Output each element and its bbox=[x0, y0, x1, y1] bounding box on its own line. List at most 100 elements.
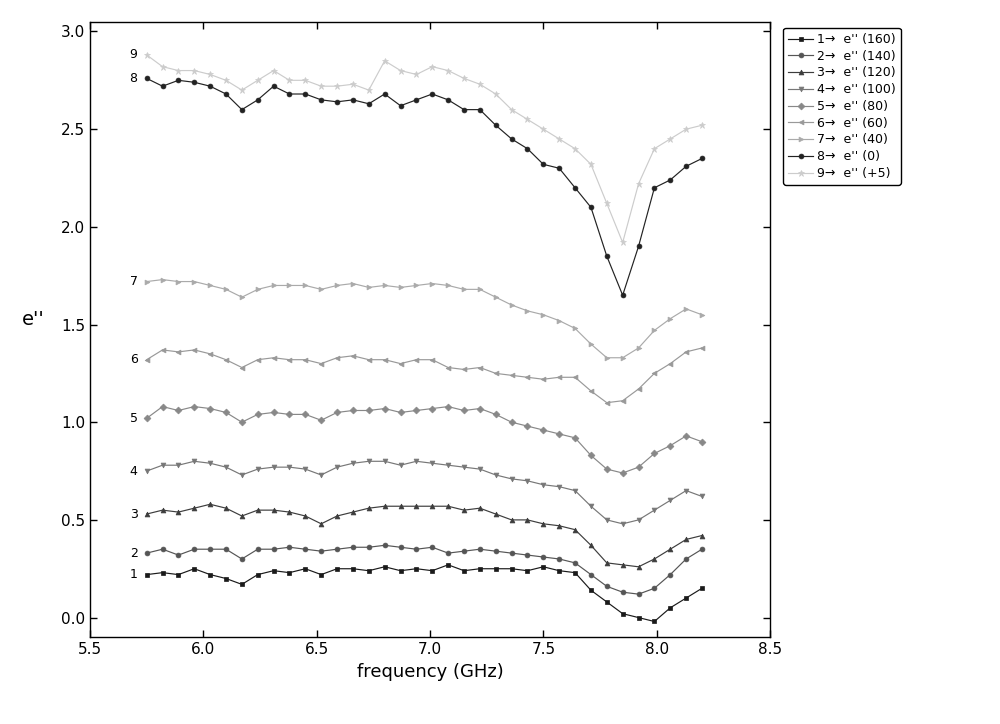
2→  e'' (140) bbox=[331, 545, 343, 554]
1→  e'' (160) bbox=[236, 580, 248, 589]
8→  e'' (0) bbox=[331, 98, 343, 106]
8→  e'' (0) bbox=[363, 99, 375, 108]
5→  e'' (80) bbox=[458, 406, 470, 415]
4→  e'' (100) bbox=[363, 457, 375, 466]
9→  e'' (+5) bbox=[395, 66, 407, 75]
X-axis label: frequency (GHz): frequency (GHz) bbox=[357, 662, 503, 681]
Text: 5: 5 bbox=[130, 412, 138, 425]
9→  e'' (+5) bbox=[410, 70, 422, 79]
5→  e'' (80) bbox=[696, 437, 708, 446]
5→  e'' (80) bbox=[601, 465, 613, 473]
9→  e'' (+5) bbox=[299, 76, 311, 85]
8→  e'' (0) bbox=[141, 74, 153, 83]
1→  e'' (160) bbox=[157, 568, 169, 577]
5→  e'' (80) bbox=[410, 406, 422, 415]
9→  e'' (+5) bbox=[474, 80, 486, 88]
5→  e'' (80) bbox=[395, 408, 407, 417]
1→  e'' (160) bbox=[268, 566, 280, 575]
Text: 4: 4 bbox=[130, 465, 138, 478]
1→  e'' (160) bbox=[395, 566, 407, 575]
9→  e'' (+5) bbox=[617, 238, 629, 247]
8→  e'' (0) bbox=[395, 101, 407, 110]
3→  e'' (120) bbox=[299, 512, 311, 521]
8→  e'' (0) bbox=[442, 96, 454, 104]
4→  e'' (100) bbox=[299, 465, 311, 473]
5→  e'' (80) bbox=[252, 410, 264, 418]
2→  e'' (140) bbox=[521, 551, 533, 560]
2→  e'' (140) bbox=[236, 555, 248, 563]
5→  e'' (80) bbox=[220, 408, 232, 417]
6→  e'' (60) bbox=[442, 363, 454, 372]
9→  e'' (+5) bbox=[157, 62, 169, 71]
7→  e'' (40) bbox=[521, 306, 533, 315]
Text: 2: 2 bbox=[130, 547, 138, 560]
2→  e'' (140) bbox=[363, 543, 375, 552]
7→  e'' (40) bbox=[331, 281, 343, 290]
3→  e'' (120) bbox=[601, 558, 613, 567]
4→  e'' (100) bbox=[141, 467, 153, 476]
7→  e'' (40) bbox=[379, 281, 391, 290]
2→  e'' (140) bbox=[268, 545, 280, 554]
4→  e'' (100) bbox=[680, 487, 692, 495]
9→  e'' (+5) bbox=[537, 125, 549, 133]
Line: 8→  e'' (0): 8→ e'' (0) bbox=[144, 76, 704, 298]
8→  e'' (0) bbox=[426, 90, 438, 98]
5→  e'' (80) bbox=[268, 408, 280, 417]
5→  e'' (80) bbox=[569, 434, 581, 442]
1→  e'' (160) bbox=[569, 568, 581, 577]
3→  e'' (120) bbox=[141, 510, 153, 518]
4→  e'' (100) bbox=[664, 496, 676, 505]
6→  e'' (60) bbox=[506, 371, 518, 379]
6→  e'' (60) bbox=[363, 355, 375, 364]
7→  e'' (40) bbox=[601, 353, 613, 362]
3→  e'' (120) bbox=[188, 504, 200, 513]
Text: 9: 9 bbox=[130, 49, 138, 62]
4→  e'' (100) bbox=[506, 474, 518, 483]
1→  e'' (160) bbox=[363, 566, 375, 575]
6→  e'' (60) bbox=[315, 359, 327, 368]
2→  e'' (140) bbox=[569, 558, 581, 567]
8→  e'' (0) bbox=[315, 96, 327, 104]
7→  e'' (40) bbox=[474, 285, 486, 294]
8→  e'' (0) bbox=[569, 183, 581, 192]
9→  e'' (+5) bbox=[188, 66, 200, 75]
8→  e'' (0) bbox=[252, 96, 264, 104]
2→  e'' (140) bbox=[506, 549, 518, 557]
9→  e'' (+5) bbox=[172, 66, 184, 75]
9→  e'' (+5) bbox=[680, 125, 692, 133]
9→  e'' (+5) bbox=[521, 115, 533, 124]
4→  e'' (100) bbox=[395, 461, 407, 470]
2→  e'' (140) bbox=[474, 545, 486, 554]
4→  e'' (100) bbox=[569, 487, 581, 495]
5→  e'' (80) bbox=[331, 408, 343, 417]
2→  e'' (140) bbox=[664, 571, 676, 579]
3→  e'' (120) bbox=[442, 502, 454, 510]
6→  e'' (60) bbox=[648, 369, 660, 378]
5→  e'' (80) bbox=[585, 451, 597, 460]
2→  e'' (140) bbox=[172, 551, 184, 560]
3→  e'' (120) bbox=[252, 506, 264, 515]
9→  e'' (+5) bbox=[633, 180, 645, 188]
6→  e'' (60) bbox=[426, 355, 438, 364]
4→  e'' (100) bbox=[379, 457, 391, 466]
6→  e'' (60) bbox=[537, 375, 549, 384]
3→  e'' (120) bbox=[633, 563, 645, 571]
4→  e'' (100) bbox=[648, 506, 660, 515]
9→  e'' (+5) bbox=[315, 82, 327, 90]
2→  e'' (140) bbox=[553, 555, 565, 563]
1→  e'' (160) bbox=[680, 594, 692, 602]
3→  e'' (120) bbox=[157, 506, 169, 515]
1→  e'' (160) bbox=[410, 565, 422, 573]
7→  e'' (40) bbox=[283, 281, 295, 290]
9→  e'' (+5) bbox=[553, 135, 565, 143]
2→  e'' (140) bbox=[696, 545, 708, 554]
5→  e'' (80) bbox=[299, 410, 311, 418]
5→  e'' (80) bbox=[426, 404, 438, 413]
9→  e'' (+5) bbox=[648, 144, 660, 153]
5→  e'' (80) bbox=[283, 410, 295, 418]
7→  e'' (40) bbox=[585, 340, 597, 348]
5→  e'' (80) bbox=[315, 416, 327, 424]
3→  e'' (120) bbox=[585, 541, 597, 550]
3→  e'' (120) bbox=[172, 508, 184, 516]
4→  e'' (100) bbox=[268, 463, 280, 471]
